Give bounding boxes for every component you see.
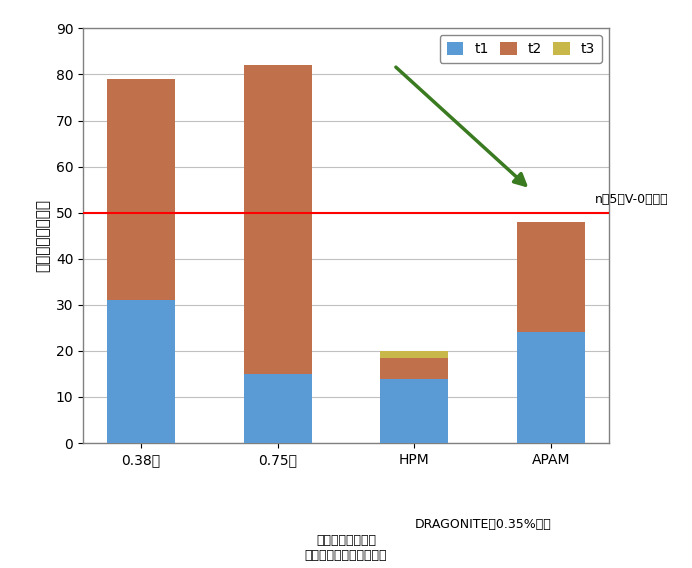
Text: 有機リン系難燃剤
（添加量；有効リン量）: 有機リン系難燃剤 （添加量；有効リン量） bbox=[304, 534, 388, 562]
Bar bbox=[517, 332, 585, 443]
Bar bbox=[380, 378, 448, 443]
Bar bbox=[244, 65, 312, 374]
Bar bbox=[107, 300, 175, 443]
Legend: t1, t2, t3: t1, t2, t3 bbox=[439, 35, 602, 63]
Bar bbox=[244, 374, 312, 443]
Y-axis label: 総燃焼時間（秒）: 総燃焼時間（秒） bbox=[35, 199, 50, 272]
Bar bbox=[107, 79, 175, 300]
Text: n＝5のV-0ライン: n＝5のV-0ライン bbox=[594, 193, 668, 206]
Bar bbox=[380, 351, 448, 358]
Bar bbox=[517, 222, 585, 332]
Text: DRAGONITE　0.35%添加: DRAGONITE 0.35%添加 bbox=[415, 517, 551, 531]
Bar bbox=[380, 358, 448, 378]
